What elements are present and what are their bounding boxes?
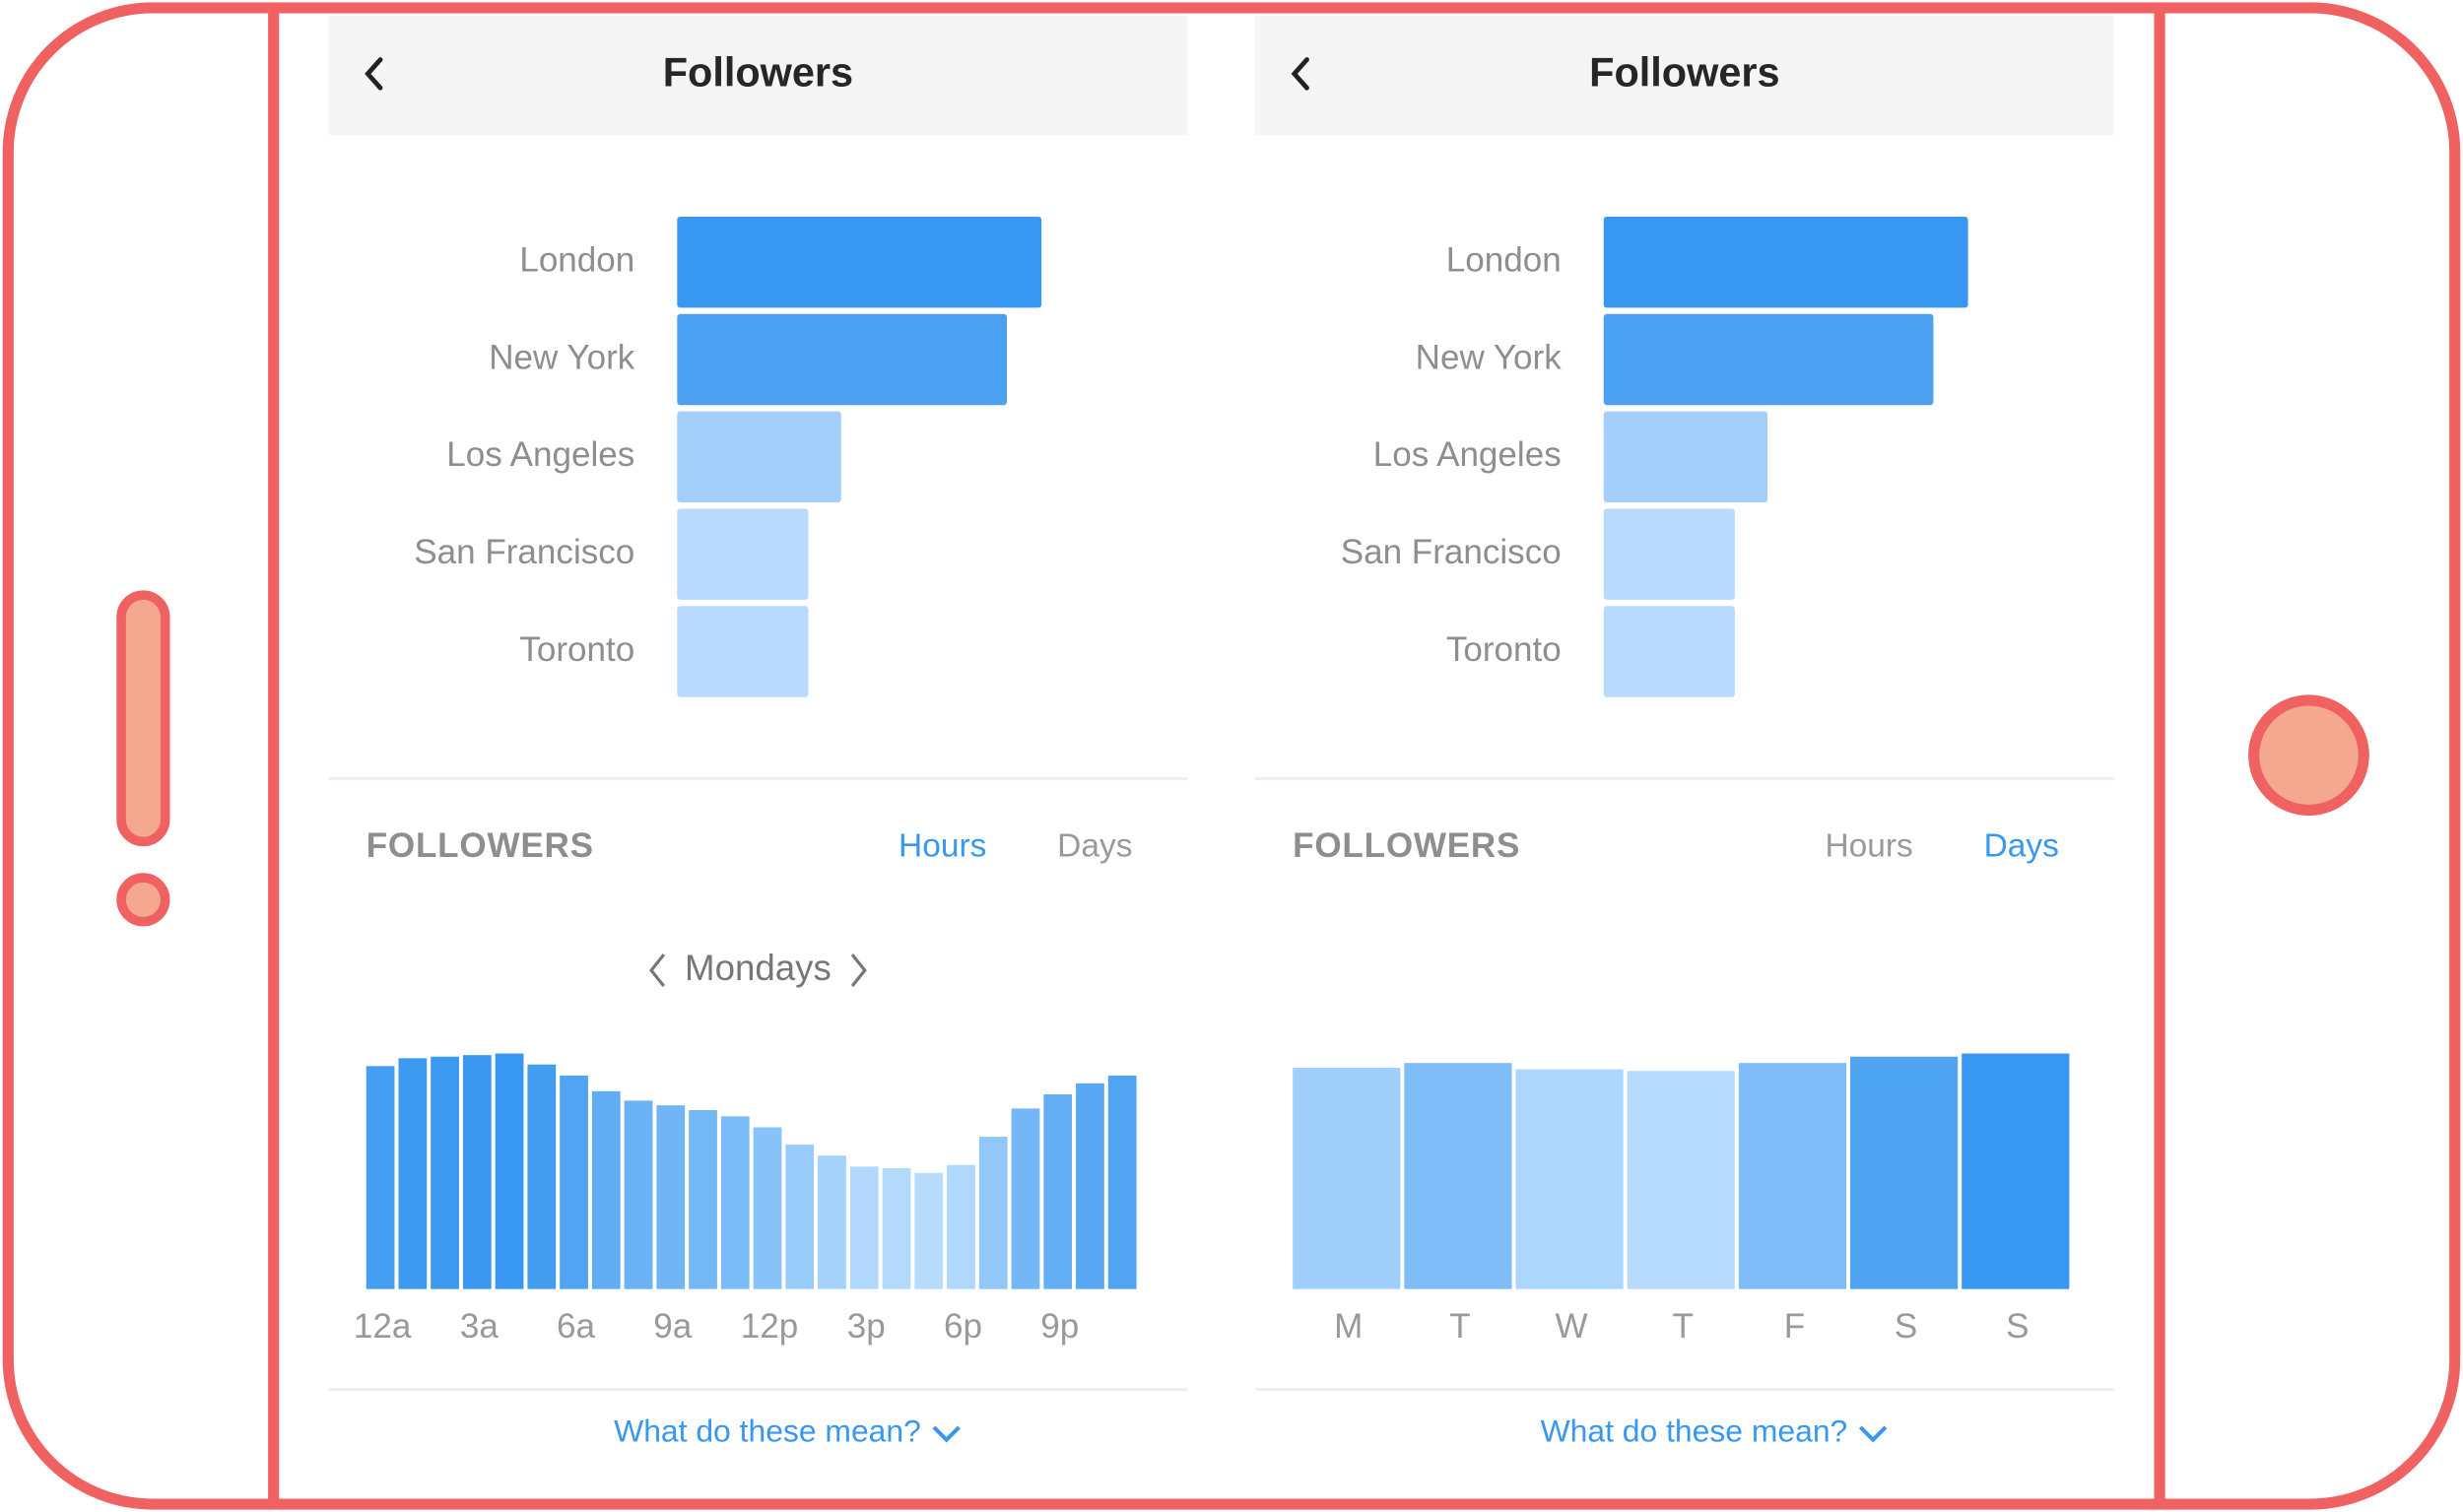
x-tick-label: S xyxy=(2006,1307,2029,1346)
activity-bar xyxy=(398,1058,428,1289)
location-label: Toronto xyxy=(1446,630,1562,669)
activity-bar xyxy=(1515,1069,1624,1289)
x-tick-label: 12a xyxy=(354,1307,412,1346)
location-label: London xyxy=(519,240,634,279)
side-dot xyxy=(116,873,170,927)
location-label: Toronto xyxy=(519,630,634,669)
location-bar xyxy=(1603,216,1968,308)
activity-bar xyxy=(1738,1063,1847,1289)
help-link[interactable]: What do these mean? xyxy=(614,1413,921,1449)
activity-bar xyxy=(1962,1053,2070,1289)
x-tick-label: S xyxy=(1895,1307,1917,1346)
tab[interactable]: Days xyxy=(1057,828,1132,865)
activity-bar xyxy=(624,1100,653,1289)
activity-bar xyxy=(818,1155,846,1289)
activity-bar xyxy=(914,1172,944,1289)
header-bar xyxy=(1254,15,2114,136)
home-button xyxy=(2248,694,2369,817)
activity-bar xyxy=(882,1167,911,1289)
activity-bar xyxy=(978,1137,1008,1289)
x-tick-label: 6a xyxy=(557,1307,595,1346)
x-tick-label: T xyxy=(1673,1307,1694,1346)
activity-bar xyxy=(656,1105,686,1289)
header-title: Followers xyxy=(1589,48,1779,95)
activity-bar xyxy=(753,1127,782,1289)
x-tick-label: 6p xyxy=(944,1307,982,1346)
x-tick-label: M xyxy=(1334,1307,1363,1346)
location-bar xyxy=(677,313,1007,406)
x-tick-label: W xyxy=(1556,1307,1588,1346)
location-label: San Francisco xyxy=(414,533,634,571)
location-bar xyxy=(1603,606,1735,697)
help-chevron xyxy=(1858,1425,1888,1443)
x-tick-label: F xyxy=(1784,1307,1805,1346)
activity-bar xyxy=(1076,1083,1104,1289)
x-tick-label: 12p xyxy=(741,1307,798,1346)
location-bar xyxy=(677,508,809,600)
back-button[interactable] xyxy=(365,57,383,91)
location-bar xyxy=(1603,411,1768,503)
help-chevron xyxy=(932,1425,961,1443)
location-label: New York xyxy=(1416,338,1563,376)
section-title: FOLLOWERS xyxy=(1293,826,1520,865)
activity-bar xyxy=(1043,1094,1073,1289)
activity-bar xyxy=(591,1090,621,1289)
activity-bar xyxy=(849,1166,879,1289)
x-tick-label: T xyxy=(1449,1307,1470,1346)
activity-bar xyxy=(1627,1071,1735,1289)
side-button xyxy=(116,590,170,847)
activity-bar xyxy=(495,1053,524,1289)
location-label: Los Angeles xyxy=(1373,435,1562,474)
location-bar xyxy=(677,606,809,697)
activity-bar xyxy=(431,1056,459,1289)
activity-bar xyxy=(366,1066,395,1289)
header-bar xyxy=(328,15,1188,136)
activity-bar xyxy=(1850,1056,1959,1289)
help-link[interactable]: What do these mean? xyxy=(1541,1413,1848,1449)
x-tick-label: 3a xyxy=(460,1307,499,1346)
activity-bar xyxy=(1011,1108,1040,1289)
period-next[interactable] xyxy=(850,953,867,988)
section-title: FOLLOWERS xyxy=(366,826,594,865)
x-tick-label: 9p xyxy=(1040,1307,1079,1346)
activity-bar xyxy=(720,1116,750,1289)
screen: Followers London New York Los Angeles San Fr… xyxy=(1254,15,2114,1449)
location-bar xyxy=(1603,313,1934,406)
location-label: Los Angeles xyxy=(446,435,634,474)
location-label: London xyxy=(1446,240,1562,279)
x-tick-label: 3p xyxy=(847,1307,886,1346)
location-label: San Francisco xyxy=(1341,533,1562,571)
activity-bar xyxy=(1404,1063,1512,1289)
screen: Followers London New York Los Angeles San Fr… xyxy=(328,15,1188,1449)
activity-bar xyxy=(462,1055,492,1289)
period-prev[interactable] xyxy=(648,953,666,988)
tab[interactable]: Days xyxy=(1984,828,2059,865)
location-label: New York xyxy=(489,338,635,376)
location-bar xyxy=(677,411,841,503)
back-button[interactable] xyxy=(1291,57,1309,91)
tab[interactable]: Hours xyxy=(899,828,986,865)
activity-bar xyxy=(1293,1068,1401,1289)
tab[interactable]: Hours xyxy=(1826,828,1913,865)
location-bar xyxy=(677,216,1042,308)
x-tick-label: 9a xyxy=(653,1307,692,1346)
activity-bar xyxy=(527,1064,557,1289)
activity-bar xyxy=(785,1145,815,1289)
activity-bar xyxy=(560,1075,588,1289)
header-title: Followers xyxy=(663,48,853,95)
period-label: Mondays xyxy=(685,948,832,988)
activity-bar xyxy=(947,1164,975,1289)
activity-bar xyxy=(689,1109,717,1289)
activity-bar xyxy=(1107,1075,1137,1289)
location-bar xyxy=(1603,508,1735,600)
